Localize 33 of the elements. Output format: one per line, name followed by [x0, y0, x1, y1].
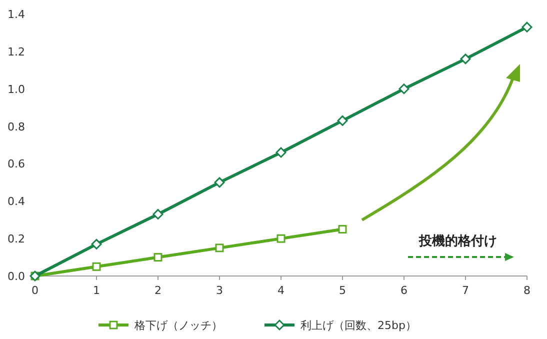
y-tick-label: 0.0: [8, 270, 25, 283]
x-tick-label: 3: [216, 284, 223, 297]
point: [460, 54, 471, 64]
point: [215, 244, 224, 252]
point: [91, 238, 102, 250]
y-tick-label: 0.2: [8, 232, 25, 246]
y-tick-label: 0.4: [8, 195, 25, 208]
y-tick-label: 0.6: [8, 158, 25, 171]
y-tick-label: 0.8: [8, 120, 25, 134]
x-tick-label: 5: [339, 284, 346, 297]
point: [154, 253, 162, 262]
point: [522, 22, 532, 32]
x-tick-label: 0: [32, 284, 38, 297]
point: [152, 208, 164, 220]
x-tick-label: 2: [154, 284, 162, 297]
point: [276, 234, 286, 243]
legend-label: 格下げ（ノッチ）: [134, 319, 222, 332]
point: [92, 262, 101, 271]
annotation: 投機的格付け: [418, 234, 497, 249]
point: [398, 84, 410, 94]
point: [214, 177, 225, 188]
x-tick-label: 7: [462, 284, 469, 297]
x-tick-label: 4: [278, 284, 284, 297]
legend-label: 利上げ（回数、25bp）: [300, 319, 416, 332]
point: [338, 224, 347, 234]
y-tick-label: 1.0: [8, 82, 25, 96]
point: [337, 115, 348, 126]
x-tick-label: 8: [524, 284, 530, 297]
point: [276, 147, 286, 158]
y-tick-label: 1.4: [8, 8, 25, 21]
y-tick-label: 1.2: [8, 45, 25, 58]
x-tick-label: 6: [400, 284, 408, 297]
x-tick-label: 1: [93, 284, 100, 297]
